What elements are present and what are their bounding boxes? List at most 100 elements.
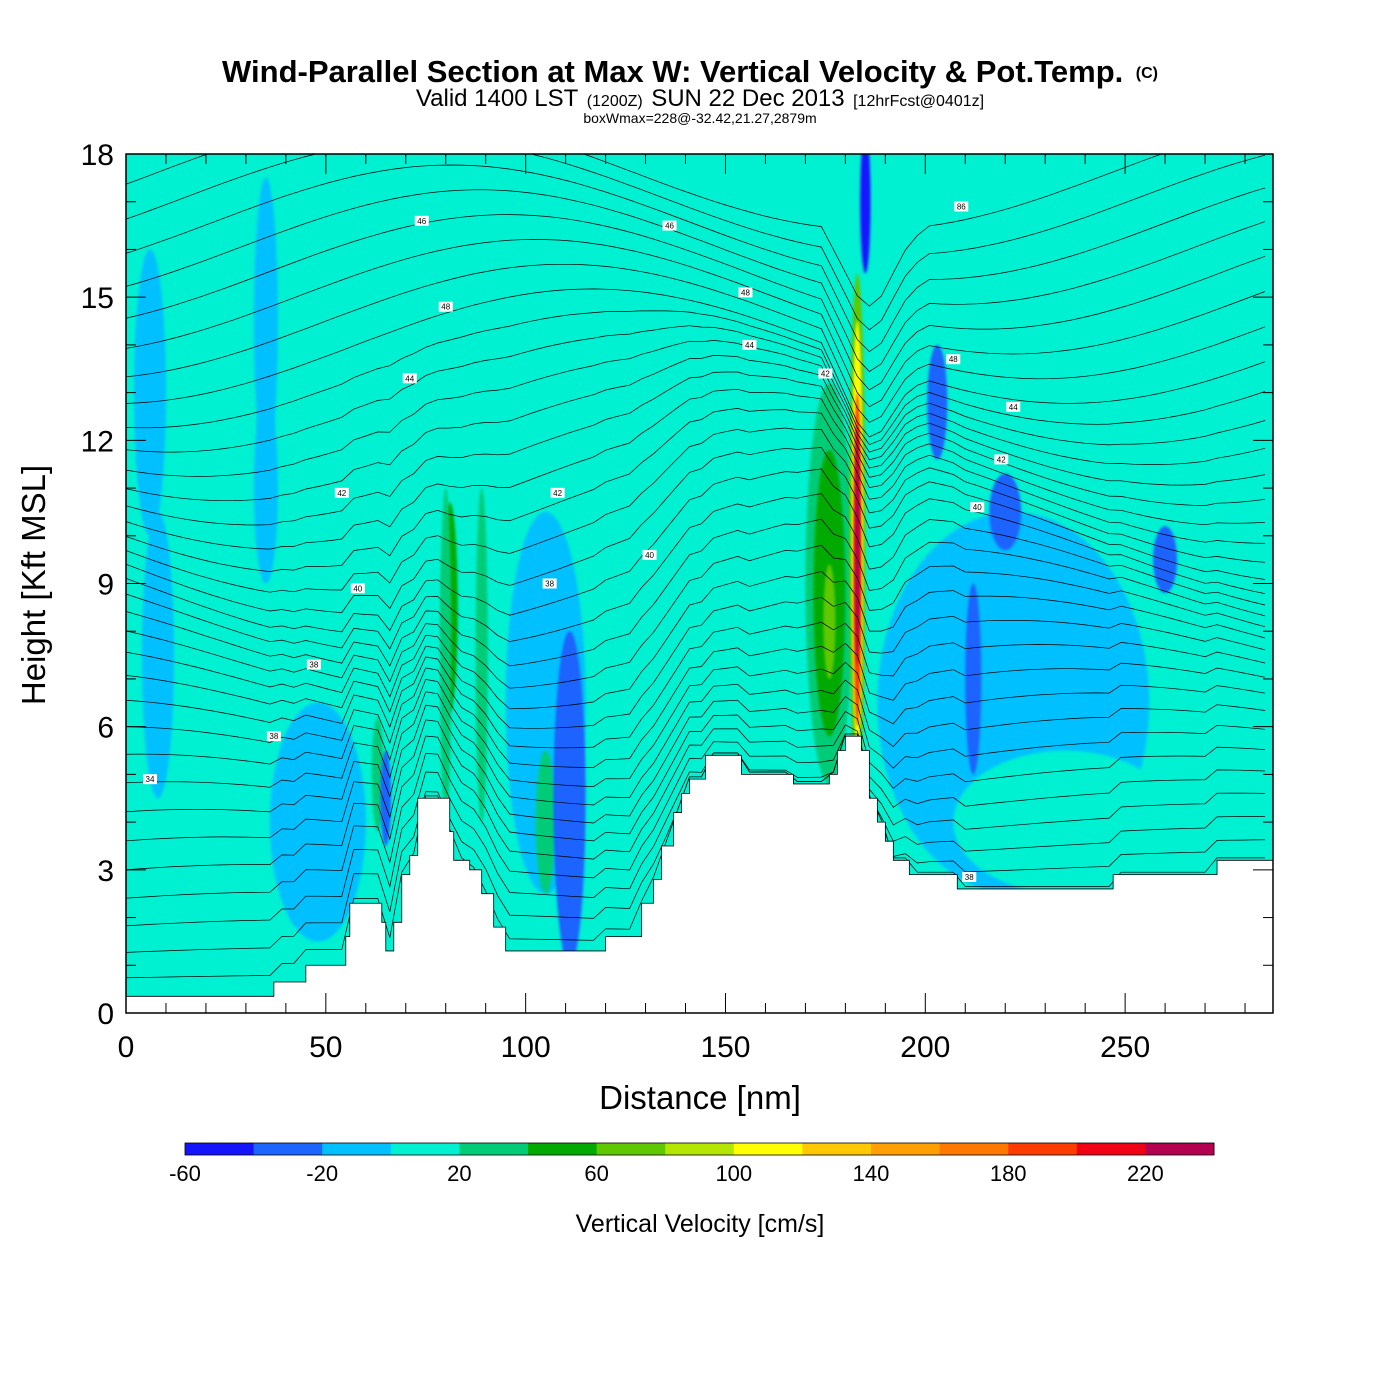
colorbar-bin-13 <box>1076 1143 1146 1155</box>
colorbar-bin-10 <box>871 1143 941 1155</box>
contour-label-11: 42 <box>334 487 349 498</box>
theta-contour-11 <box>126 596 1266 729</box>
theta-contour-4 <box>126 724 1266 871</box>
contour-label-text: 38 <box>965 873 974 882</box>
velocity-cell-18 <box>475 488 488 823</box>
theta-contour-13 <box>126 544 1266 689</box>
contour-label-text: 48 <box>949 355 958 364</box>
colorbar-bin-1 <box>253 1143 323 1155</box>
y-axis-title: Height [Kft MSL] <box>15 465 52 705</box>
potential-temperature-contours <box>126 154 1266 979</box>
chart-title: Wind-Parallel Section at Max W: Vertical… <box>222 54 1158 89</box>
colorbar: -60 -20 20 60 100 140 180 220 <box>169 1142 1215 1186</box>
contour-label-15: 40 <box>350 583 365 594</box>
theta-contour-24 <box>126 325 1266 453</box>
theta-contour-19 <box>126 408 1266 572</box>
contour-label-14: 40 <box>642 549 657 560</box>
contour-label-13: 40 <box>970 502 985 513</box>
colorbar-label: 60 <box>584 1161 608 1186</box>
velocity-cell-30 <box>380 750 391 846</box>
contour-label-text: 42 <box>997 455 1006 464</box>
y-tick-label: 9 <box>97 569 114 602</box>
theta-contour-7 <box>126 679 1266 806</box>
velocity-cell-0 <box>133 249 166 536</box>
theta-contour-5 <box>126 710 1266 842</box>
theta-contour-33 <box>126 154 1163 307</box>
theta-contour-2 <box>126 733 1265 927</box>
contour-label-19: 34 <box>142 774 157 785</box>
theta-contour-25 <box>126 310 1266 446</box>
colorbar-label: 220 <box>1127 1161 1164 1186</box>
contour-label-6: 44 <box>402 373 417 384</box>
contour-label-text: 38 <box>309 661 318 670</box>
theta-contour-14 <box>126 518 1266 667</box>
chart-subtitle: Valid 1400 LST (1200Z) SUN 22 Dec 2013 [… <box>416 85 984 112</box>
contour-label-text: 48 <box>741 288 750 297</box>
axis-ticks: 0 50 100 150 200 250 0 3 6 9 12 15 18 <box>81 139 1273 1064</box>
theta-contour-10 <box>126 621 1266 749</box>
velocity-cell-34 <box>965 583 982 775</box>
y-tick-label: 18 <box>81 139 114 172</box>
x-tick-label: 50 <box>309 1031 342 1064</box>
x-tick-label: 200 <box>900 1031 950 1064</box>
contour-label-18: 38 <box>266 731 281 742</box>
velocity-cell-23 <box>823 564 836 679</box>
theta-contour-31 <box>126 164 1266 353</box>
velocity-cell-29 <box>553 631 586 966</box>
contour-label-text: 44 <box>405 374 414 383</box>
colorbar-outline <box>184 1142 1215 1156</box>
theta-contour-32 <box>126 154 1266 331</box>
colorbar-bin-11 <box>939 1143 1009 1155</box>
contour-label-text: 40 <box>645 551 654 560</box>
colorbar-title: Vertical Velocity [cm/s] <box>576 1210 825 1238</box>
contour-label-text: 44 <box>1009 403 1018 412</box>
contour-label-7: 42 <box>818 368 833 379</box>
velocity-cell-14 <box>677 454 814 789</box>
theta-contour-30 <box>126 189 1266 372</box>
contour-labels: 46 46 86 48 48 44 44 42 48 44 42 42 42 40 40 40 38 38 38 34… <box>142 201 1021 882</box>
contour-label-9: 44 <box>1006 401 1021 412</box>
colorbar-bin-6 <box>596 1143 666 1155</box>
colorbar-label: -60 <box>169 1161 201 1186</box>
velocity-cell-1 <box>253 177 278 465</box>
contour-label-text: 42 <box>337 489 346 498</box>
contour-label-8: 48 <box>946 354 961 365</box>
velocity-cell-2 <box>253 392 278 584</box>
contour-label-17: 38 <box>306 659 321 670</box>
velocity-cell-12 <box>953 750 1178 894</box>
theta-contour-22 <box>126 355 1266 502</box>
y-tick-label: 6 <box>97 712 114 745</box>
y-tick-label: 3 <box>97 855 114 888</box>
contour-label-text: 42 <box>553 489 562 498</box>
contour-label-text: 48 <box>441 303 450 312</box>
x-tick-label: 250 <box>1100 1031 1150 1064</box>
theta-contour-16 <box>126 468 1266 633</box>
velocity-cell-17 <box>440 488 452 823</box>
colorbar-bin-5 <box>528 1143 598 1155</box>
theta-contour-23 <box>126 340 1266 477</box>
colorbar-bin-14 <box>1145 1143 1215 1155</box>
contour-label-text: 40 <box>973 503 982 512</box>
theta-contour-20 <box>126 388 1266 550</box>
velocity-cell-7 <box>865 154 1066 321</box>
contour-label-text: 86 <box>957 202 966 211</box>
colorbar-label: 100 <box>715 1161 752 1186</box>
contour-label-5: 44 <box>742 339 757 350</box>
box-max-info: boxWmax=228@-32.42,21.27,2879m <box>583 110 816 126</box>
colorbar-bin-2 <box>322 1143 392 1155</box>
theta-contour-8 <box>126 661 1266 787</box>
contour-label-3: 48 <box>738 287 753 298</box>
colorbar-label: -20 <box>306 1161 338 1186</box>
theta-contour-9 <box>126 642 1266 768</box>
contour-label-2: 86 <box>954 201 969 212</box>
theta-contour-27 <box>126 263 1266 423</box>
contour-label-10: 42 <box>994 454 1009 465</box>
velocity-cell-31 <box>860 154 871 274</box>
x-tick-label: 150 <box>700 1031 750 1064</box>
velocity-cell-20 <box>535 750 556 894</box>
x-tick-label: 100 <box>501 1031 551 1064</box>
colorbar-label: 140 <box>853 1161 890 1186</box>
y-tick-label: 12 <box>81 425 114 458</box>
contour-label-text: 42 <box>821 370 830 379</box>
